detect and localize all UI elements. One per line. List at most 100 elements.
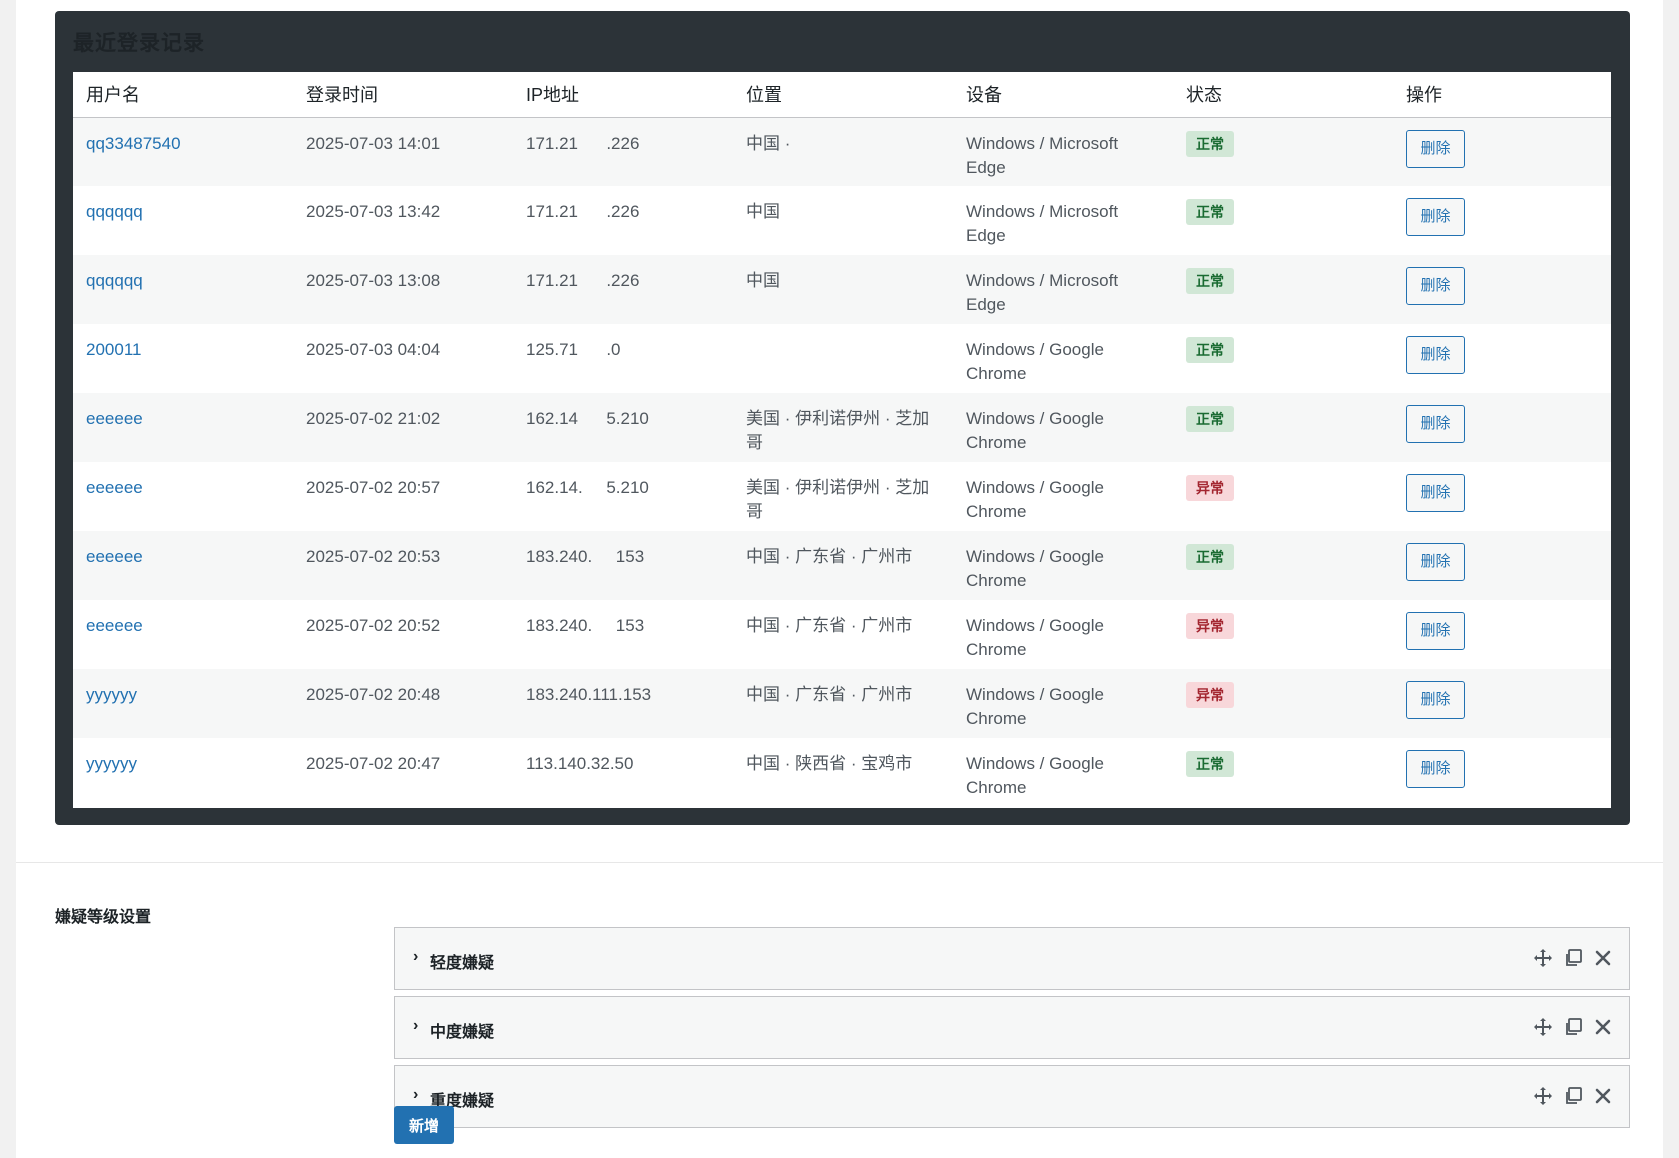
cell-login-time: 2025-07-02 20:53 [293, 531, 513, 600]
cell-status: 正常 [1173, 393, 1393, 462]
cell-location: 中国 · 广东省 · 广州市 [733, 531, 953, 600]
delete-button[interactable]: 删除 [1406, 750, 1465, 788]
cell-login-time: 2025-07-03 04:04 [293, 324, 513, 393]
username-link[interactable]: qq33487540 [86, 133, 181, 153]
status-badge: 正常 [1186, 337, 1234, 363]
cell-actions: 删除 [1393, 531, 1611, 600]
cell-username: 200011 [73, 324, 293, 393]
move-icon[interactable] [1533, 1017, 1553, 1037]
duplicate-icon[interactable] [1563, 1017, 1583, 1037]
suspicion-level-row[interactable]: › 中度嫌疑 [394, 996, 1630, 1059]
status-badge: 正常 [1186, 406, 1234, 432]
column-header-location: 位置 [733, 72, 953, 118]
cell-location: 中国 [733, 186, 953, 255]
cell-device: Windows / Google Chrome [953, 324, 1173, 393]
close-icon[interactable] [1593, 1086, 1613, 1106]
username-link[interactable]: qqqqqq [86, 271, 143, 290]
cell-username: qqqqqq [73, 186, 293, 255]
cell-actions: 删除 [1393, 669, 1611, 738]
cell-actions: 删除 [1393, 738, 1611, 807]
cell-location: 中国 · 陕西省 · 宝鸡市 [733, 738, 953, 807]
delete-button[interactable]: 删除 [1406, 267, 1465, 305]
cell-username: eeeeee [73, 531, 293, 600]
cell-location: 美国 · 伊利诺伊州 · 芝加哥 [733, 462, 953, 531]
suspicion-settings-label: 嫌疑等级设置 [55, 909, 152, 926]
level-actions [1533, 948, 1613, 968]
cell-device: Windows / Microsoft Edge [953, 255, 1173, 324]
cell-device: Windows / Google Chrome [953, 738, 1173, 807]
cell-location: 中国 · 广东省 · 广州市 [733, 669, 953, 738]
level-title: 重度嫌疑 [430, 1093, 495, 1110]
status-badge: 异常 [1186, 613, 1234, 639]
delete-button[interactable]: 删除 [1406, 405, 1465, 443]
username-link[interactable]: 200011 [86, 340, 142, 359]
cell-status: 异常 [1173, 462, 1393, 531]
username-link[interactable]: qqqqqq [86, 202, 143, 221]
delete-button[interactable]: 删除 [1406, 129, 1465, 168]
status-badge: 异常 [1186, 475, 1234, 501]
delete-button[interactable]: 删除 [1406, 612, 1465, 650]
add-level-button[interactable]: 新增 [394, 1106, 454, 1144]
username-link[interactable]: yyyyyy [86, 754, 137, 773]
column-header-login-time: 登录时间 [293, 72, 513, 118]
cell-location: 中国 · 广东省 · 广州市 [733, 600, 953, 669]
cell-ip: 171.21 .226 [513, 117, 733, 186]
username-link[interactable]: eeeeee [86, 616, 143, 635]
close-icon[interactable] [1593, 1017, 1613, 1037]
duplicate-icon[interactable] [1563, 1086, 1583, 1106]
table-row: eeeeee 2025-07-02 21:02 162.14 5.210 美国 · 伊… [73, 393, 1611, 462]
cell-device: Windows / Google Chrome [953, 669, 1173, 738]
cell-status: 正常 [1173, 324, 1393, 393]
move-icon[interactable] [1533, 948, 1553, 968]
column-header-ip: IP地址 [513, 72, 733, 118]
suspicion-level-row[interactable]: › 重度嫌疑 [394, 1065, 1630, 1128]
cell-actions: 删除 [1393, 324, 1611, 393]
table-row: qqqqqq 2025-07-03 13:08 171.21 .226 中国 Windo… [73, 255, 1611, 324]
delete-button[interactable]: 删除 [1406, 336, 1465, 374]
chevron-right-icon[interactable]: › [413, 948, 419, 965]
table-header-row: 用户名 登录时间 IP地址 位置 设备 状态 操作 [73, 72, 1611, 118]
table-row: eeeeee 2025-07-02 20:53 183.240. 153 中国 · 广… [73, 531, 1611, 600]
delete-button[interactable]: 删除 [1406, 198, 1465, 236]
login-table-body: qq33487540 2025-07-03 14:01 171.21 .226 中国 … [73, 117, 1611, 807]
move-icon[interactable] [1533, 1086, 1553, 1106]
delete-button[interactable]: 删除 [1406, 543, 1465, 581]
cell-ip: 113.140.32.50 [513, 738, 733, 807]
delete-button[interactable]: 删除 [1406, 474, 1465, 512]
level-title: 中度嫌疑 [430, 1024, 495, 1041]
level-actions [1533, 1086, 1613, 1106]
cell-username: qq33487540 [73, 117, 293, 186]
table-row: eeeeee 2025-07-02 20:52 183.240. 153 中国 · 广… [73, 600, 1611, 669]
username-link[interactable]: eeeeee [86, 409, 143, 428]
delete-button[interactable]: 删除 [1406, 681, 1465, 719]
cell-device: Windows / Google Chrome [953, 393, 1173, 462]
status-badge: 正常 [1186, 544, 1234, 570]
cell-username: eeeeee [73, 600, 293, 669]
cell-username: eeeeee [73, 393, 293, 462]
status-badge: 正常 [1186, 268, 1234, 294]
cell-ip: 162.14 5.210 [513, 393, 733, 462]
cell-device: Windows / Google Chrome [953, 531, 1173, 600]
cell-username: qqqqqq [73, 255, 293, 324]
cell-ip: 183.240. 153 [513, 600, 733, 669]
status-badge: 正常 [1186, 199, 1234, 225]
cell-status: 正常 [1173, 738, 1393, 807]
column-header-actions: 操作 [1393, 72, 1611, 118]
duplicate-icon[interactable] [1563, 948, 1583, 968]
cell-username: yyyyyy [73, 738, 293, 807]
chevron-right-icon[interactable]: › [413, 1017, 419, 1034]
cell-login-time: 2025-07-03 13:42 [293, 186, 513, 255]
cell-location: 中国 · [733, 117, 953, 186]
username-link[interactable]: yyyyyy [86, 685, 137, 704]
cell-status: 正常 [1173, 186, 1393, 255]
suspicion-level-row[interactable]: › 轻度嫌疑 [394, 927, 1630, 990]
cell-actions: 删除 [1393, 117, 1611, 186]
column-header-username: 用户名 [73, 72, 293, 118]
chevron-right-icon[interactable]: › [413, 1086, 419, 1103]
table-row: qq33487540 2025-07-03 14:01 171.21 .226 中国 … [73, 117, 1611, 186]
username-link[interactable]: eeeeee [86, 547, 143, 566]
username-link[interactable]: eeeeee [86, 478, 143, 497]
cell-status: 正常 [1173, 117, 1393, 186]
cell-actions: 删除 [1393, 393, 1611, 462]
close-icon[interactable] [1593, 948, 1613, 968]
